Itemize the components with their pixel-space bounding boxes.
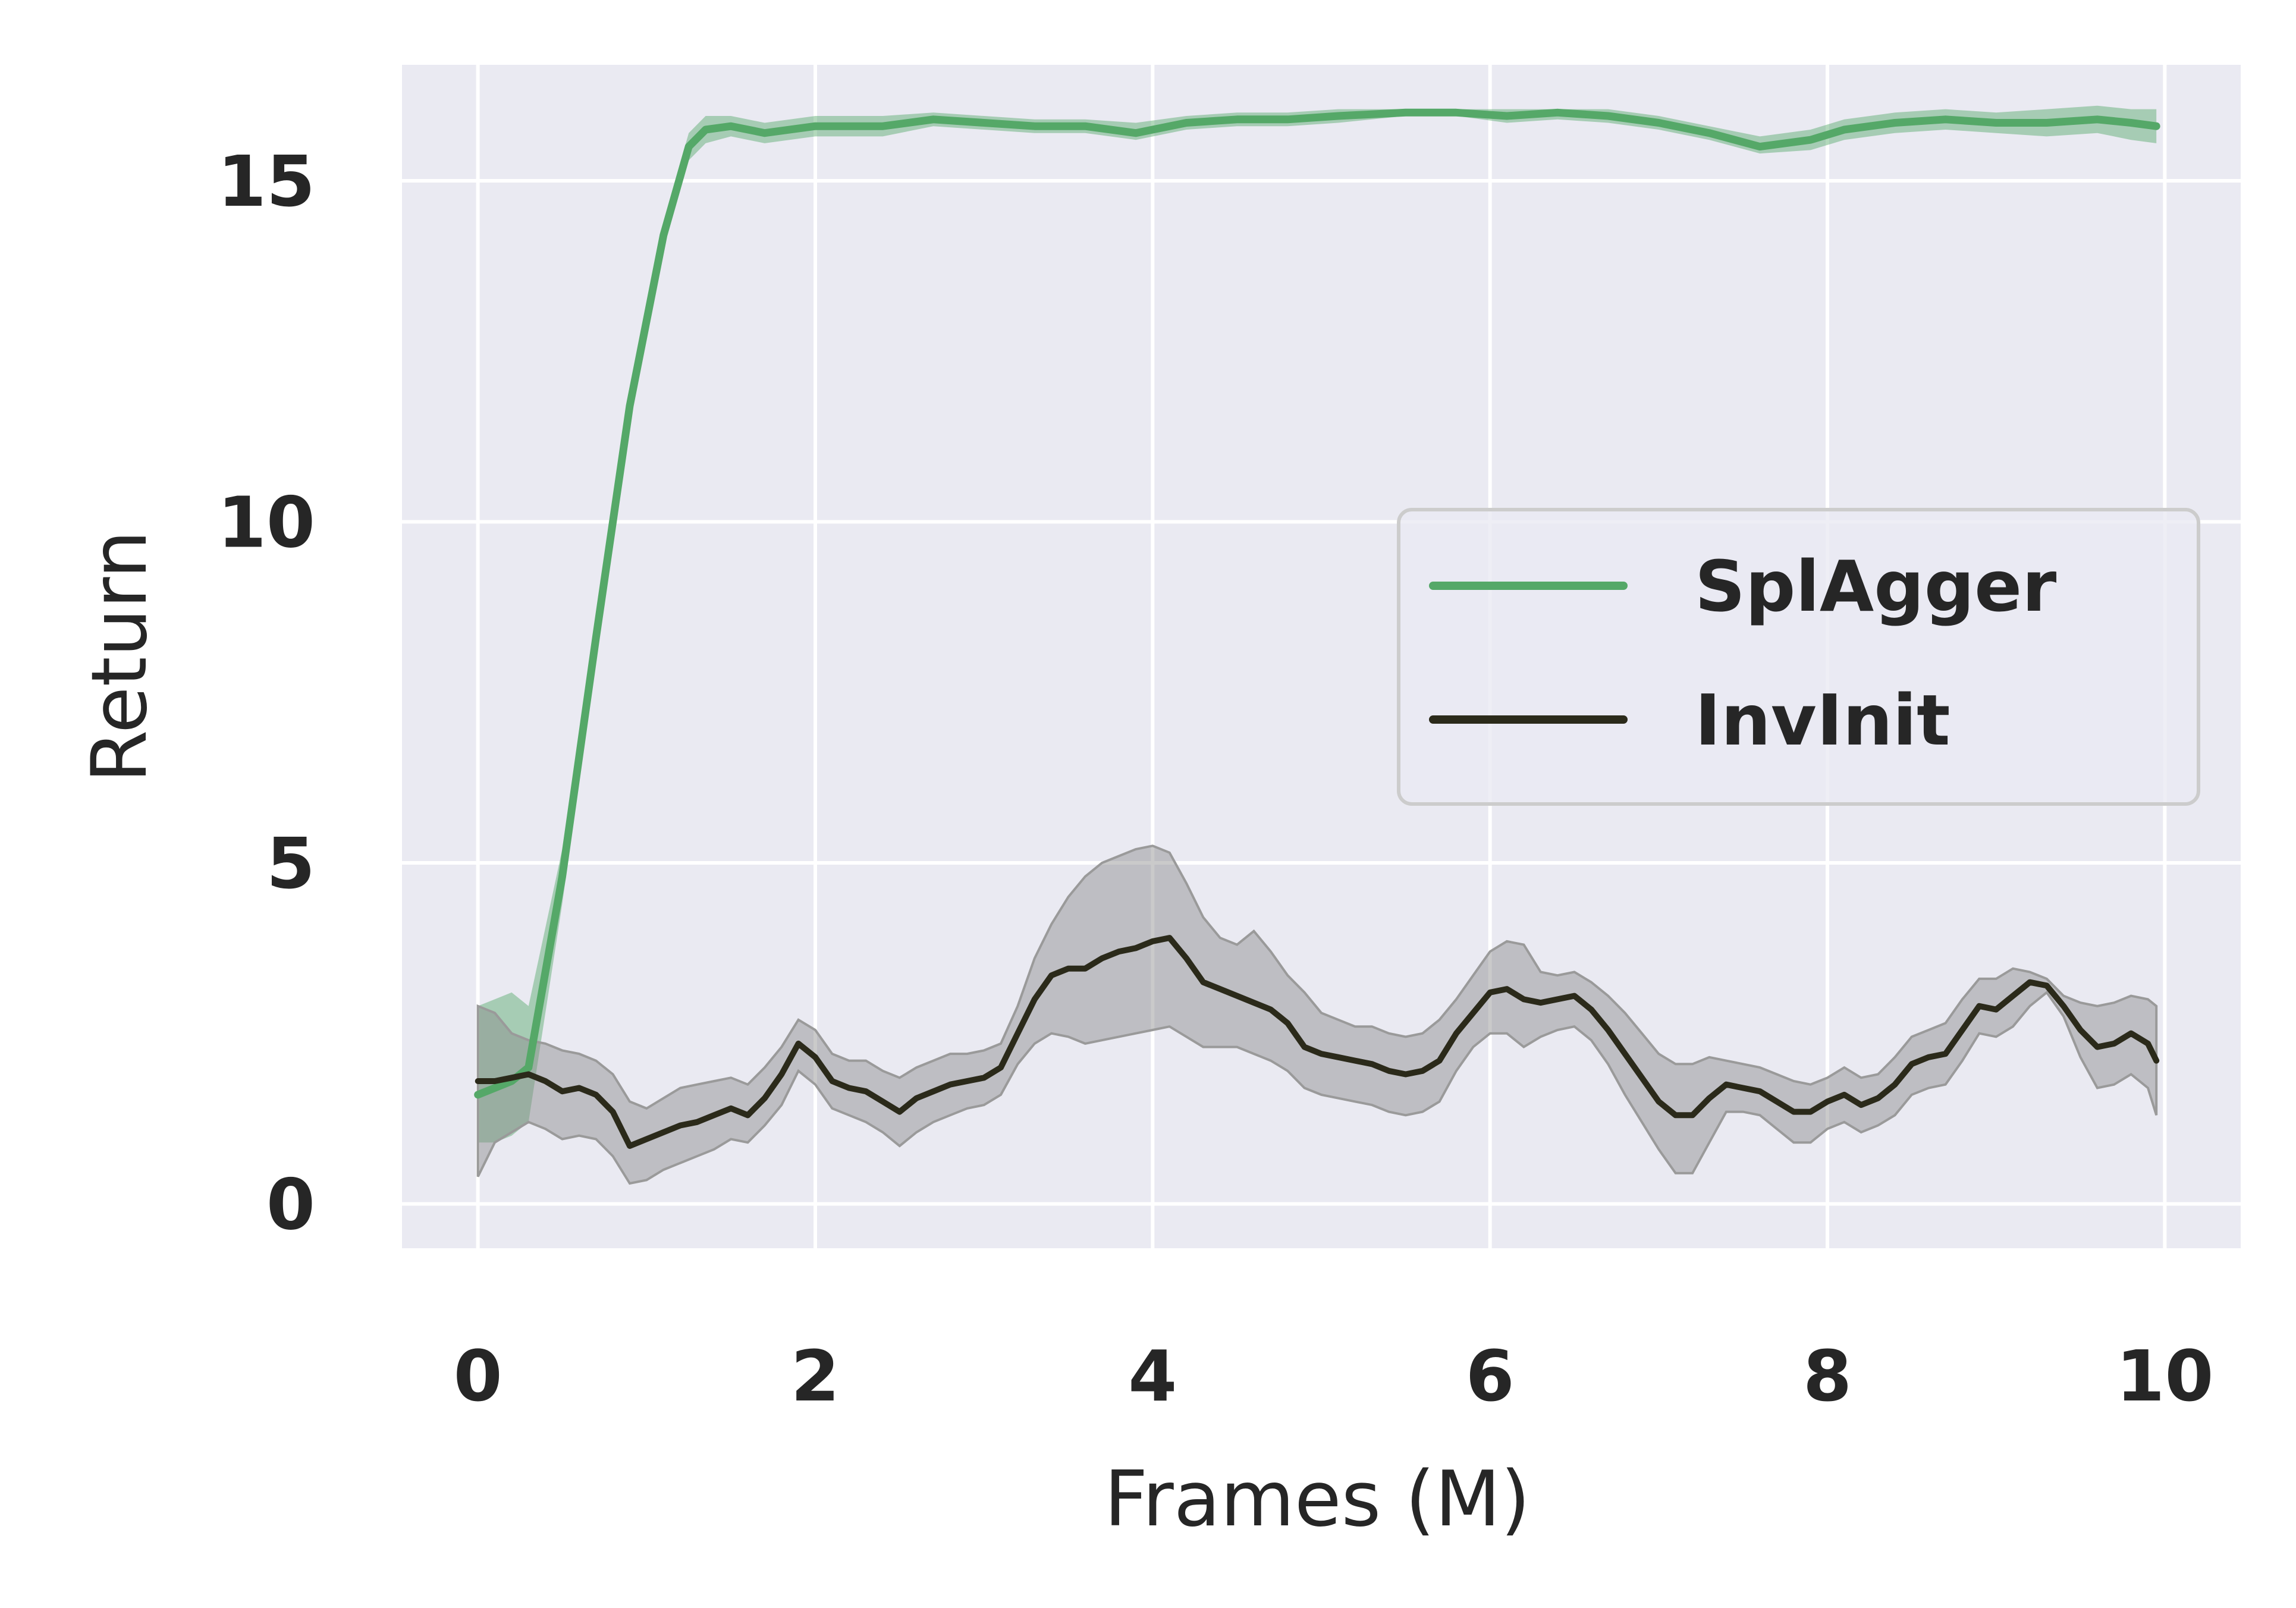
band-invinit [476,844,2158,1185]
x-tick-label: 10 [2116,1335,2213,1417]
series-lines [474,108,2160,1149]
legend: SplAgger InvInit [1397,508,2200,806]
x-tick-label: 4 [1128,1335,1177,1417]
y-axis-title: Return [76,530,164,783]
y-tick-label: 10 [218,481,315,563]
series-line-invinit [475,935,2160,1149]
tick-labels: 0 2 4 6 8 10 0 5 10 15 [218,140,2214,1417]
legend-label-invinit: InvInit [1695,679,1950,761]
confidence-bands [476,105,2158,1185]
y-tick-label: 5 [266,822,315,905]
x-tick-label: 8 [1803,1335,1852,1417]
y-tick-label: 15 [218,140,315,222]
series-line-splagger [474,108,2160,1099]
x-tick-label: 0 [454,1335,502,1417]
x-axis-title: Frames (M) [1104,1455,1531,1544]
legend-label-splagger: SplAgger [1695,545,2056,627]
x-tick-label: 6 [1466,1335,1515,1417]
y-tick-label: 0 [266,1163,315,1245]
x-tick-label: 2 [791,1335,840,1417]
